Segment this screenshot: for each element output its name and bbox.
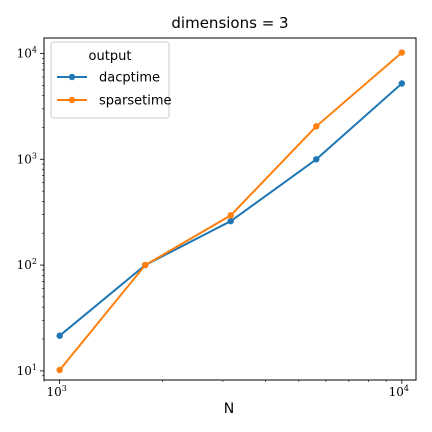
data-point-sparsetime	[227, 212, 234, 219]
y-tick-label: 102	[17, 257, 37, 272]
data-point-sparsetime	[56, 366, 63, 374]
axis-ticks: 103 104 101 102 103 104	[17, 45, 409, 399]
x-tick-label: 103	[46, 384, 66, 399]
plot-frame	[43, 37, 417, 381]
y-tick-label: 103	[17, 151, 37, 166]
legend-label-dacptime: dacptime	[99, 71, 160, 86]
chart-title: dimensions = 3	[171, 14, 288, 32]
data-point-sparsetime	[141, 261, 149, 269]
x-axis-label: N	[224, 401, 234, 417]
y-tick-label: 104	[17, 45, 37, 60]
data-point-dacptime	[227, 217, 234, 225]
series-group	[56, 49, 406, 374]
legend-title: output	[89, 49, 132, 64]
y-tick-label: 101	[17, 363, 37, 378]
data-point-dacptime	[313, 156, 320, 163]
data-point-sparsetime	[398, 49, 406, 56]
legend-marker-dacptime	[68, 73, 76, 81]
data-point-dacptime	[398, 80, 406, 87]
data-point-dacptime	[56, 332, 63, 339]
data-point-sparsetime	[313, 123, 320, 130]
legend: output dacptime sparsetime	[50, 41, 171, 119]
legend-label-sparsetime: sparsetime	[99, 94, 171, 109]
x-tick-label: 104	[389, 384, 409, 399]
legend-marker-sparsetime	[68, 96, 76, 104]
series-line-dacptime	[59, 82, 403, 337]
